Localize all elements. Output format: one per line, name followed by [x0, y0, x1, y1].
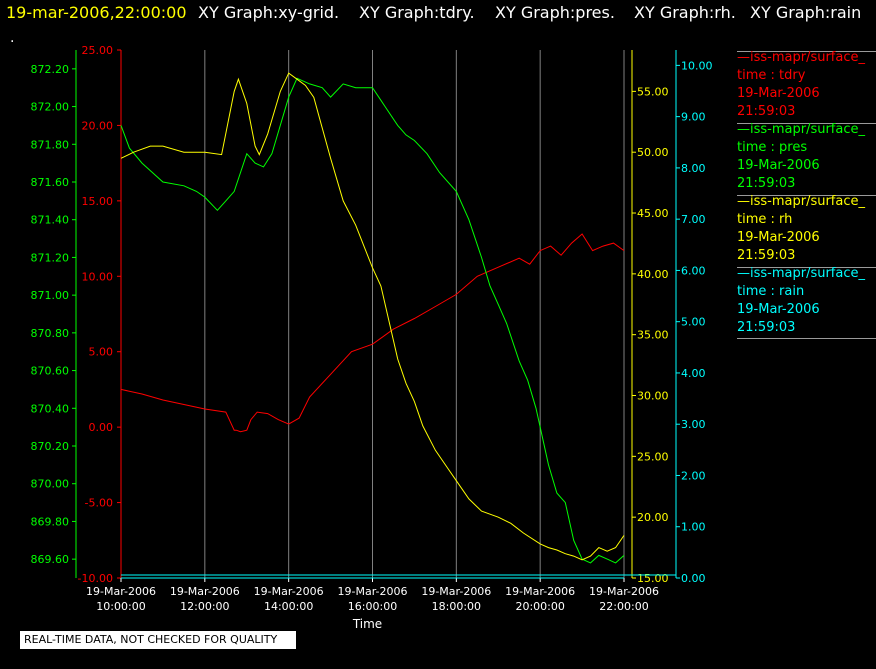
rh-tick-label: 25.00	[637, 450, 669, 463]
tdry-tick-label: 0.00	[89, 421, 114, 434]
legend-time: 21:59:03	[737, 104, 796, 119]
x-tick-label-time: 18:00:00	[432, 600, 481, 613]
pres-tick-label: 871.00	[31, 289, 70, 302]
pres-tick-label: 870.20	[31, 440, 70, 453]
legend-date: 19-Mar-2006	[737, 302, 820, 317]
legend-divider	[737, 51, 876, 52]
legend-divider	[737, 267, 876, 268]
x-axis-label: Time	[352, 617, 382, 631]
x-tick-label-time: 22:00:00	[599, 600, 648, 613]
x-tick-label-time: 10:00:00	[96, 600, 145, 613]
pres-tick-label: 872.20	[31, 63, 70, 76]
status-dot: .	[10, 30, 15, 46]
legend-series-name: —iss-mapr/surface_	[737, 122, 866, 137]
rh-tick-label: 30.00	[637, 390, 669, 403]
quality-notice: REAL-TIME DATA, NOT CHECKED FOR QUALITY	[20, 631, 296, 649]
rh-tick-label: 15.00	[637, 572, 669, 585]
rh-tick-label: 45.00	[637, 207, 669, 220]
legend-date: 19-Mar-2006	[737, 230, 820, 245]
pres-tick-label: 871.60	[31, 176, 70, 189]
legend-time: 21:59:03	[737, 176, 796, 191]
rh-tick-label: 55.00	[637, 85, 669, 98]
pres-series-line	[120, 77, 625, 564]
rain-tick-label: 3.00	[681, 418, 706, 431]
header-graph-rh: XY Graph:rh.	[634, 3, 736, 22]
pres-tick-label: 870.40	[31, 402, 70, 415]
tdry-tick-label: -10.00	[78, 572, 113, 585]
x-tick-label-date: 19-Mar-2006	[170, 585, 240, 598]
rain-tick-label: 9.00	[681, 111, 706, 124]
legend-var: time : rh	[737, 212, 793, 227]
x-tick-label-date: 19-Mar-2006	[505, 585, 575, 598]
header-graph-rain: XY Graph:rain	[750, 3, 862, 22]
legend-time: 21:59:03	[737, 248, 796, 263]
legend-var: time : tdry	[737, 68, 806, 83]
tdry-tick-label: 5.00	[89, 346, 114, 359]
legend-series-name: —iss-mapr/surface_	[737, 266, 866, 281]
rh-tick-label: 40.00	[637, 268, 669, 281]
x-tick-label-date: 19-Mar-2006	[86, 585, 156, 598]
legend-divider	[737, 195, 876, 196]
header-bar: 19-mar-2006,22:00:00 XY Graph:xy-grid. X…	[0, 0, 876, 28]
x-tick-label-date: 19-Mar-2006	[338, 585, 408, 598]
legend-series-name: —iss-mapr/surface_	[737, 194, 866, 209]
x-tick-label-date: 19-Mar-2006	[254, 585, 324, 598]
legend-time: 21:59:03	[737, 320, 796, 335]
tdry-tick-label: 20.00	[82, 119, 114, 132]
header-graph-pres: XY Graph:pres.	[495, 3, 615, 22]
rain-tick-label: 0.00	[681, 572, 706, 585]
header-graph-tdry: XY Graph:tdry.	[359, 3, 475, 22]
pres-tick-label: 871.40	[31, 214, 70, 227]
pres-tick-label: 870.00	[31, 478, 70, 491]
x-tick-label-date: 19-Mar-2006	[589, 585, 659, 598]
legend-series-name: —iss-mapr/surface_	[737, 50, 866, 65]
rh-tick-label: 50.00	[637, 146, 669, 159]
pres-tick-label: 871.20	[31, 251, 70, 264]
x-tick-label-time: 20:00:00	[515, 600, 564, 613]
x-tick-label-time: 12:00:00	[180, 600, 229, 613]
tdry-tick-label: 25.00	[82, 44, 114, 57]
pres-tick-label: 871.80	[31, 138, 70, 151]
rain-tick-label: 6.00	[681, 264, 706, 277]
rh-tick-label: 20.00	[637, 511, 669, 524]
rain-tick-label: 10.00	[681, 59, 713, 72]
tdry-tick-label: 15.00	[82, 195, 114, 208]
legend-divider	[737, 338, 876, 339]
legend-date: 19-Mar-2006	[737, 86, 820, 101]
rain-tick-label: 7.00	[681, 213, 706, 226]
pres-tick-label: 870.80	[31, 327, 70, 340]
tdry-tick-label: -5.00	[85, 497, 113, 510]
rh-series-line	[120, 72, 625, 561]
rain-tick-label: 4.00	[681, 367, 706, 380]
rain-tick-label: 5.00	[681, 316, 706, 329]
rain-tick-label: 2.00	[681, 469, 706, 482]
x-tick-label-time: 14:00:00	[264, 600, 313, 613]
header-timestamp: 19-mar-2006,22:00:00	[6, 3, 187, 22]
tdry-tick-label: 10.00	[82, 270, 114, 283]
rh-tick-label: 35.00	[637, 329, 669, 342]
rain-tick-label: 8.00	[681, 162, 706, 175]
pres-tick-label: 870.60	[31, 365, 70, 378]
legend-var: time : rain	[737, 284, 805, 299]
pres-tick-label: 869.80	[31, 515, 70, 528]
legend-date: 19-Mar-2006	[737, 158, 820, 173]
legend-var: time : pres	[737, 140, 808, 155]
rain-tick-label: 1.00	[681, 521, 706, 534]
tdry-series-line	[120, 233, 625, 433]
pres-tick-label: 872.00	[31, 101, 70, 114]
legend-divider	[737, 123, 876, 124]
x-tick-label-time: 16:00:00	[348, 600, 397, 613]
x-tick-label-date: 19-Mar-2006	[421, 585, 491, 598]
pres-tick-label: 869.60	[31, 553, 70, 566]
header-graph-xy-grid: XY Graph:xy-grid.	[198, 3, 340, 22]
